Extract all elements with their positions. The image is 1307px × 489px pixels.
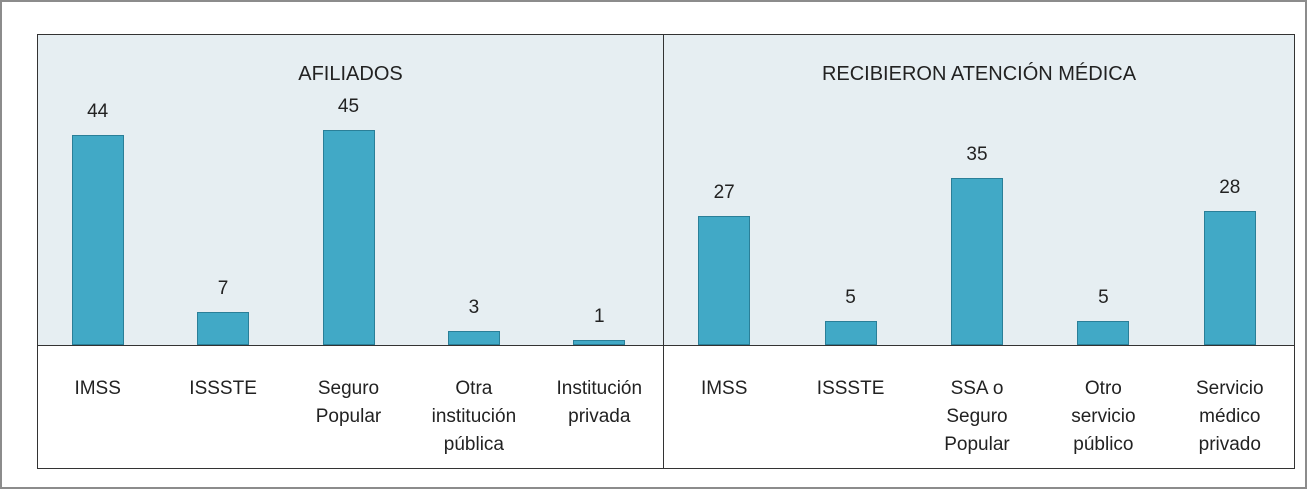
data-label: 1 [594, 306, 605, 328]
data-label: 5 [845, 287, 856, 309]
data-label: 27 [713, 181, 735, 203]
bar [951, 177, 1003, 345]
data-label: 45 [337, 95, 360, 117]
data-label: 5 [1098, 287, 1109, 309]
chart-title: AFILIADOS [298, 63, 403, 85]
data-label: 35 [966, 143, 988, 165]
data-label: 44 [87, 100, 109, 122]
chart-panel: RECIBIERON ATENCIÓN MÉDICA 27 IMSS 5 ISSSTE 3… [663, 34, 1295, 469]
bar [1203, 211, 1256, 345]
category-label: IMSS [700, 378, 748, 399]
category-label: IMSS [74, 378, 121, 399]
data-label: 3 [468, 296, 480, 318]
bar [447, 330, 500, 345]
data-label: 28 [1219, 177, 1241, 199]
category-label: ISSSTE [816, 378, 885, 399]
category-label: Institución privada [556, 378, 643, 427]
data-label: 7 [217, 277, 229, 299]
bar [573, 340, 626, 345]
category-label: Seguro Popular [315, 378, 382, 427]
bar [322, 129, 375, 345]
category-label: ISSSTE [189, 378, 257, 399]
bar [698, 215, 751, 345]
bar [197, 311, 250, 345]
bar [71, 134, 124, 345]
chart-panel: AFILIADOS 44 IMSS 7 ISSSTE 45 Seguro Popular 3 O… [37, 34, 664, 469]
category-label: Otra institución pública [431, 378, 517, 455]
category-label: Otro servicio público [1071, 378, 1136, 455]
bar [824, 321, 877, 345]
chart-title: RECIBIERON ATENCIÓN MÉDICA [821, 63, 1137, 85]
bar [1077, 321, 1130, 345]
category-label: SSA o Seguro Popular [944, 378, 1010, 455]
category-label: Servicio médico privado [1196, 378, 1264, 455]
